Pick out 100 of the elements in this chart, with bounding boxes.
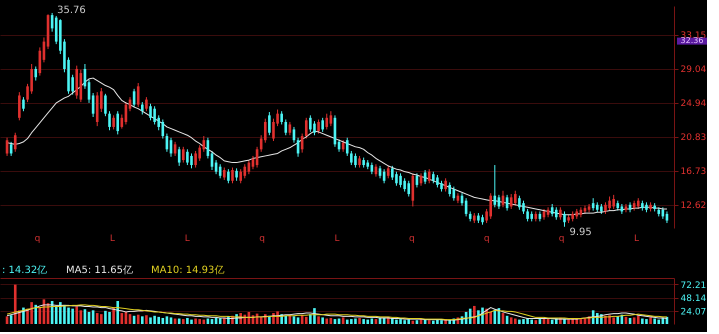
bar (645, 319, 648, 324)
bar (624, 316, 628, 324)
candlestick (18, 92, 21, 121)
bar (153, 316, 156, 324)
candlestick (317, 118, 320, 134)
candlestick (473, 212, 476, 224)
bar (100, 314, 103, 324)
bar (354, 318, 357, 324)
candlestick (194, 150, 197, 168)
bar (210, 319, 214, 324)
bar (641, 318, 644, 324)
candlestick (366, 160, 370, 170)
bar (538, 319, 542, 324)
candlestick (104, 93, 107, 117)
candlestick (186, 148, 189, 166)
bar (186, 318, 189, 324)
candlestick (248, 160, 250, 175)
annotation: 9.95 (569, 226, 592, 238)
bar (399, 319, 402, 324)
bar (502, 313, 504, 324)
candlestick (346, 137, 349, 156)
bar (88, 312, 90, 324)
bar (190, 320, 193, 324)
candlestick (608, 196, 611, 212)
bar (416, 320, 418, 324)
candlestick (657, 206, 660, 217)
bar (182, 319, 185, 324)
candlestick (112, 114, 115, 130)
bar (141, 316, 144, 324)
candlestick (136, 82, 140, 108)
text: L (110, 234, 115, 244)
candlestick (239, 168, 242, 184)
candlestick (116, 110, 120, 135)
text: q (409, 234, 415, 244)
candlestick (350, 150, 353, 166)
y-tick-label: 48.14 (680, 294, 707, 304)
candlestick (420, 172, 422, 186)
candlestick (296, 137, 300, 158)
bar (30, 302, 33, 324)
candlestick (170, 137, 172, 158)
candlestick (325, 113, 328, 130)
bar (632, 317, 636, 324)
bar (628, 318, 632, 324)
bar (145, 315, 148, 324)
candlestick (559, 206, 562, 220)
candlestick (374, 164, 378, 178)
bar (304, 316, 308, 324)
bar (92, 310, 94, 324)
candlestick (14, 132, 17, 152)
bar (342, 317, 344, 324)
candlestick (620, 203, 624, 214)
bar (506, 316, 508, 324)
bar (296, 317, 300, 324)
candlestick (498, 194, 500, 210)
candlestick (575, 208, 578, 220)
bar (214, 318, 218, 324)
text: q (484, 234, 490, 244)
bar (510, 317, 512, 324)
candlestick (448, 182, 452, 198)
candlestick (464, 198, 468, 217)
candlestick (444, 178, 447, 192)
bar (132, 316, 136, 324)
candlestick (432, 171, 435, 184)
candlestick (666, 210, 668, 224)
candlestick (510, 194, 512, 210)
bar (334, 319, 336, 324)
bar (202, 320, 206, 324)
candlestick (395, 171, 398, 186)
candlestick (494, 164, 496, 208)
candlestick (542, 208, 546, 220)
candlestick (604, 202, 607, 214)
bar (292, 316, 296, 324)
candlestick (10, 141, 12, 156)
bar (657, 320, 660, 324)
candlestick (288, 121, 292, 136)
candlestick (399, 172, 402, 188)
candlestick (268, 112, 271, 136)
candlestick (235, 168, 238, 182)
candlestick (162, 118, 164, 140)
candlestick (518, 195, 521, 210)
candlestick (391, 165, 394, 180)
candlestick (636, 198, 640, 210)
candlestick (612, 194, 615, 210)
bar (174, 318, 176, 324)
candlestick (174, 141, 176, 156)
text: L (184, 234, 190, 244)
bar (162, 318, 164, 324)
bar (514, 318, 517, 324)
candlestick (108, 110, 111, 131)
candlestick (645, 202, 648, 213)
candlestick (358, 155, 361, 168)
candlestick (477, 212, 480, 224)
bar (440, 320, 443, 324)
candlestick (309, 114, 312, 132)
bar (653, 318, 656, 324)
candlestick (468, 210, 472, 222)
bar (14, 284, 17, 324)
bar (10, 315, 12, 324)
bar (71, 308, 74, 324)
candlestick (342, 140, 344, 152)
